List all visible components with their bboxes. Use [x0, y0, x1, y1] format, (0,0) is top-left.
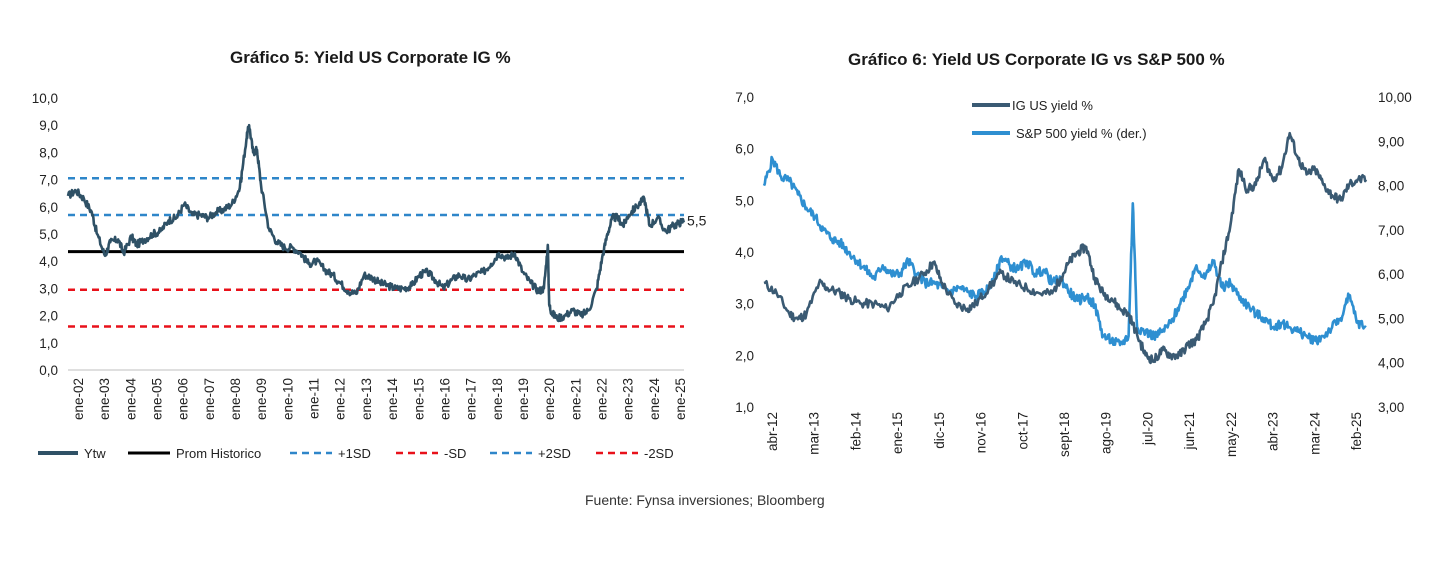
chart6-x-tick: ene-15	[890, 412, 905, 454]
chart6-legend-label: IG US yield %	[1012, 98, 1093, 113]
chart5-x-tick: ene-04	[123, 378, 138, 421]
source-note: Fuente: Fynsa inversiones; Bloomberg	[585, 492, 825, 508]
chart5-x-tick: ene-17	[464, 378, 479, 420]
chart5-legend-label: +1SD	[338, 446, 371, 461]
chart6-x-tick: mar-13	[807, 412, 822, 455]
chart5-x-tick: ene-06	[176, 378, 191, 420]
chart6-y-right-tick: 10,00	[1378, 90, 1412, 105]
chart5-x-tick: ene-23	[621, 378, 636, 420]
chart6-y-left-tick: 4,0	[735, 245, 754, 260]
chart6-x-tick: jul-20	[1140, 412, 1155, 446]
chart6-x-tick: jun-21	[1182, 412, 1197, 451]
chart5-x-tick: ene-09	[254, 378, 269, 420]
chart6-x-tick: oct-17	[1015, 412, 1030, 450]
chart5-y-tick: 4,0	[39, 254, 58, 269]
chart6-y-left-tick: 3,0	[735, 297, 754, 312]
chart6-x-tick: dic-15	[932, 412, 947, 449]
chart6-y-right-tick: 7,00	[1378, 223, 1404, 238]
chart5-x-tick: ene-12	[333, 378, 348, 420]
chart5-y-tick: 6,0	[39, 200, 58, 215]
chart6-y-left-tick: 6,0	[735, 142, 754, 157]
chart5-x-tick: ene-18	[490, 378, 505, 420]
chart5-y-tick: 1,0	[39, 336, 58, 351]
chart6-y-right-tick: 5,00	[1378, 311, 1404, 326]
chart5-series-ytw	[66, 123, 686, 323]
chart5-legend-label: Prom Historico	[176, 446, 261, 461]
chart5-legend-label: -SD	[444, 446, 466, 461]
chart6-title: Gráfico 6: Yield US Corporate IG vs S&P …	[848, 50, 1225, 69]
chart6-x-tick: sept-18	[1057, 412, 1072, 457]
chart5-legend-label: -2SD	[644, 446, 674, 461]
chart5-x-tick: ene-10	[280, 378, 295, 420]
chart5-legend-label: Ytw	[84, 446, 106, 461]
chart6-series-sp500	[762, 155, 1367, 347]
chart5-x-tick: ene-20	[542, 378, 557, 420]
chart5-x-tick: ene-24	[647, 378, 662, 421]
chart6-y-left-tick: 2,0	[735, 348, 754, 363]
chart6-x-tick: feb-14	[848, 412, 863, 451]
chart5-legend-label: +2SD	[538, 446, 571, 461]
chart6-x-tick: mar-24	[1307, 412, 1322, 455]
chart6-x-tick: abr-12	[765, 412, 780, 451]
chart6-y-right-tick: 9,00	[1378, 134, 1404, 149]
chart5-end-label: 5,5	[687, 212, 707, 228]
chart5-x-tick: ene-22	[594, 378, 609, 420]
chart6-y-right-tick: 4,00	[1378, 356, 1404, 371]
chart5-y-tick: 3,0	[39, 281, 58, 296]
chart5-x-tick: ene-02	[71, 378, 86, 420]
chart5-x-tick: ene-16	[437, 378, 452, 420]
chart5-y-tick: 7,0	[39, 173, 58, 188]
chart6-x-tick: nov-16	[974, 412, 989, 453]
chart5-x-tick: ene-11	[307, 378, 322, 419]
chart6-x-tick: abr-23	[1266, 412, 1281, 451]
chart5-x-tick: ene-03	[97, 378, 112, 420]
chart6-x-tick: feb-25	[1349, 412, 1364, 450]
chart5-title: Gráfico 5: Yield US Corporate IG %	[230, 48, 511, 67]
chart5-y-tick: 8,0	[39, 145, 58, 160]
chart6-y-left-tick: 1,0	[735, 400, 754, 415]
chart5-x-tick: ene-15	[411, 378, 426, 420]
chart5-y-tick: 9,0	[39, 118, 58, 133]
chart5-x-tick: ene-05	[150, 378, 165, 420]
chart6-series-ig	[763, 131, 1368, 365]
chart5-x-tick: ene-21	[568, 378, 583, 420]
chart5-x-tick: ene-07	[202, 378, 217, 420]
chart6-y-left-tick: 5,0	[735, 193, 754, 208]
chart5-x-tick: ene-25	[673, 378, 688, 420]
chart5-y-tick: 5,0	[39, 227, 58, 242]
chart5-x-tick: ene-08	[228, 378, 243, 420]
chart5-x-tick: ene-13	[359, 378, 374, 420]
chart5-y-tick: 2,0	[39, 309, 58, 324]
chart6-x-tick: may-22	[1224, 412, 1239, 457]
chart6-y-right-tick: 3,00	[1378, 400, 1404, 415]
chart5-y-tick: 0,0	[39, 363, 58, 378]
chart5-x-tick: ene-19	[516, 378, 531, 420]
chart6-y-right-tick: 8,00	[1378, 179, 1404, 194]
chart5-x-tick: ene-14	[385, 378, 400, 421]
chart6-legend-label: S&P 500 yield % (der.)	[1016, 126, 1147, 141]
chart6-y-left-tick: 7,0	[735, 90, 754, 105]
chart6-x-tick: ago-19	[1099, 412, 1114, 454]
chart5-y-tick: 10,0	[32, 91, 58, 106]
chart6-y-right-tick: 6,00	[1378, 267, 1404, 282]
